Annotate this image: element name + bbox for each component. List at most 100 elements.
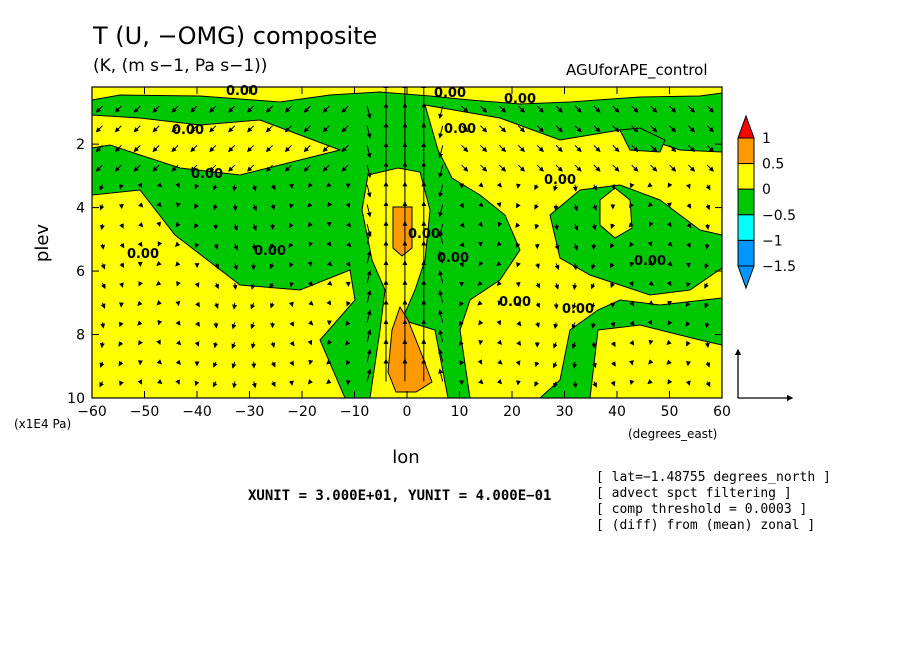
wind-vector bbox=[327, 201, 333, 208]
x-tick-label: 60 bbox=[713, 404, 731, 420]
wind-vector bbox=[706, 145, 715, 153]
wind-vector bbox=[496, 241, 502, 247]
wind-vector bbox=[251, 243, 257, 251]
wind-vector bbox=[685, 321, 691, 327]
wind-vector bbox=[555, 125, 563, 133]
wind-vector bbox=[250, 342, 256, 349]
wind-vector bbox=[612, 105, 620, 113]
wind-vector bbox=[686, 222, 692, 229]
wind-vector bbox=[593, 145, 601, 153]
wind-vector bbox=[555, 164, 563, 172]
wind-vector bbox=[459, 301, 465, 307]
wind-vector bbox=[535, 282, 541, 289]
wind-vector bbox=[647, 201, 654, 208]
contour-label: 0.00 bbox=[172, 123, 204, 138]
wind-vector bbox=[366, 125, 372, 139]
wind-vector bbox=[629, 300, 635, 307]
wind-vector bbox=[195, 321, 200, 328]
wind-vector bbox=[650, 145, 658, 153]
wind-vector bbox=[685, 183, 691, 190]
wind-vector bbox=[516, 340, 522, 347]
wind-vector bbox=[114, 145, 122, 153]
wind-vector bbox=[194, 183, 200, 190]
wind-vector bbox=[705, 381, 711, 388]
wind-vector bbox=[156, 359, 163, 365]
wind-vector bbox=[119, 282, 124, 288]
wind-vector bbox=[194, 203, 199, 209]
wind-vector bbox=[152, 105, 160, 113]
contour-label: 0.00 bbox=[544, 173, 576, 188]
wind-vector bbox=[666, 280, 672, 287]
note-line-1: [ lat=−1.48755 degrees_north ] bbox=[596, 470, 831, 485]
wind-vector bbox=[303, 105, 311, 113]
wind-vector bbox=[574, 164, 582, 172]
wind-vector bbox=[438, 368, 444, 382]
wind-vector bbox=[458, 340, 464, 346]
wind-vector bbox=[610, 184, 616, 190]
wind-vector bbox=[326, 280, 333, 286]
x-tick-label: 50 bbox=[661, 404, 679, 420]
wind-vector bbox=[303, 164, 311, 172]
wind-vector-field bbox=[95, 87, 715, 389]
wind-vector bbox=[214, 282, 219, 290]
wind-vector bbox=[686, 242, 691, 249]
wind-vector bbox=[269, 243, 275, 250]
wind-vector bbox=[705, 184, 711, 191]
wind-vector bbox=[515, 222, 521, 228]
wind-vector bbox=[536, 164, 544, 172]
wind-vector bbox=[591, 361, 597, 369]
wind-vector bbox=[289, 262, 294, 268]
wind-vector bbox=[232, 302, 238, 310]
wind-vector bbox=[341, 105, 349, 113]
wind-vector bbox=[516, 320, 522, 327]
wind-vector bbox=[536, 145, 544, 153]
wind-vector bbox=[152, 125, 160, 133]
wind-vector bbox=[497, 359, 503, 365]
wind-vector bbox=[289, 321, 295, 327]
wind-vector bbox=[591, 322, 596, 329]
wind-vector bbox=[555, 105, 563, 113]
wind-vector bbox=[704, 302, 710, 309]
wind-vector bbox=[610, 380, 616, 387]
wind-vector bbox=[212, 184, 218, 191]
wind-vector bbox=[515, 360, 521, 366]
wind-vector bbox=[610, 321, 616, 328]
wind-vector bbox=[284, 164, 292, 172]
wind-vector bbox=[438, 270, 444, 284]
wind-vector bbox=[554, 263, 560, 271]
wind-vector bbox=[322, 125, 330, 133]
wind-vector bbox=[706, 164, 715, 172]
wind-vector bbox=[119, 242, 125, 249]
wind-vector bbox=[114, 105, 122, 113]
wind-vector bbox=[629, 182, 635, 189]
wind-vector bbox=[366, 184, 372, 198]
wind-vector bbox=[592, 204, 597, 211]
wind-vector bbox=[326, 359, 332, 365]
wind-vector bbox=[194, 242, 200, 249]
wind-vector bbox=[265, 145, 273, 153]
wind-vector bbox=[592, 184, 597, 191]
wind-vector bbox=[288, 301, 294, 308]
wind-vector bbox=[515, 202, 521, 209]
wind-vector bbox=[496, 379, 503, 385]
wind-vector bbox=[649, 221, 654, 228]
y-tick-label: 4 bbox=[76, 201, 85, 217]
contour-label: 0.00 bbox=[444, 122, 476, 137]
wind-vector bbox=[666, 359, 672, 365]
wind-vector bbox=[366, 105, 372, 120]
wind-vector bbox=[269, 302, 275, 309]
wind-vector bbox=[213, 204, 218, 211]
colorbar-segment bbox=[737, 137, 755, 165]
wind-vector bbox=[534, 223, 540, 230]
wind-vector bbox=[480, 125, 488, 133]
wind-vector bbox=[270, 381, 276, 388]
wind-vector bbox=[228, 164, 236, 172]
wind-vector bbox=[478, 319, 484, 326]
wind-vector bbox=[322, 105, 330, 113]
wind-vector bbox=[246, 125, 255, 133]
wind-vector bbox=[174, 241, 181, 247]
y-tick-label: 6 bbox=[76, 264, 85, 280]
colorbar: 1 0.5 0 −0.5 −1 −1.5 bbox=[737, 114, 796, 290]
wind-vector bbox=[628, 202, 634, 208]
wind-vector bbox=[667, 379, 673, 385]
